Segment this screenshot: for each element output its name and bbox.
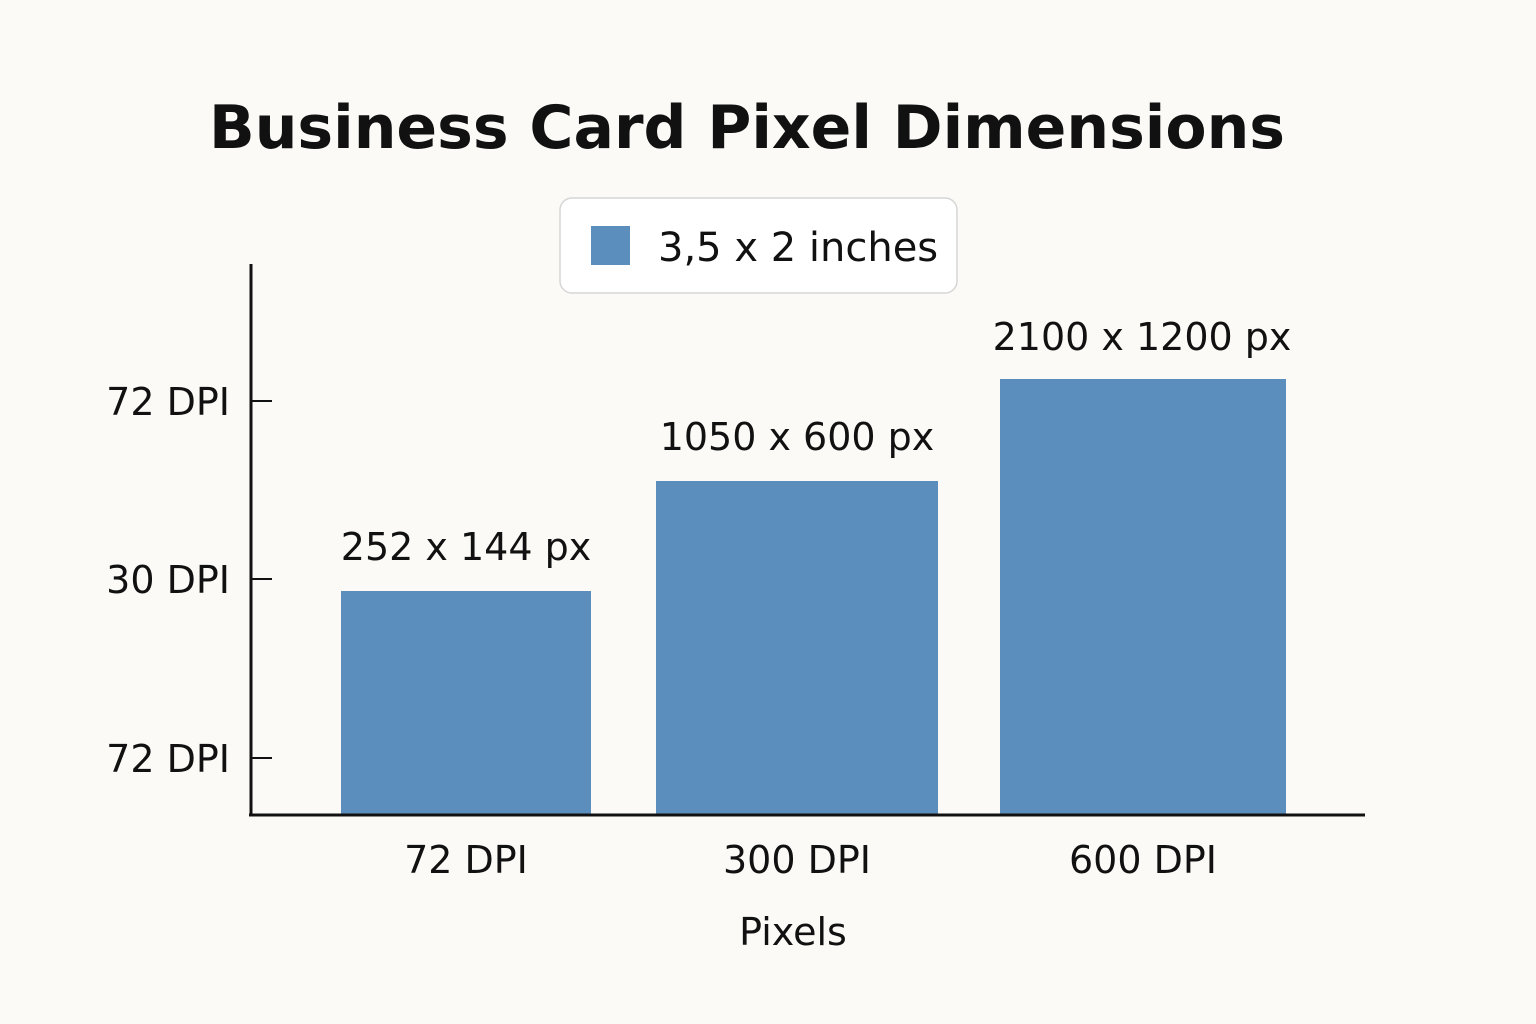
- legend: 3,5 x 2 inches: [559, 197, 958, 294]
- x-axis-label: Pixels: [739, 910, 847, 954]
- bar-2: [656, 481, 938, 814]
- x-tick-label-1: 72 DPI: [404, 838, 528, 882]
- x-tick-label-3: 600 DPI: [1069, 838, 1217, 882]
- bar-1: [341, 591, 591, 814]
- x-ticks: 72 DPI 300 DPI 600 DPI: [404, 838, 1217, 882]
- y-axis: 72 DPI 30 DPI 72 DPI: [106, 264, 272, 816]
- legend-swatch: [591, 226, 630, 265]
- legend-frame: [559, 197, 958, 294]
- legend-label: 3,5 x 2 inches: [658, 225, 938, 271]
- x-tick-label-2: 300 DPI: [723, 838, 871, 882]
- data-label-1: 252 x 144 px: [341, 525, 591, 569]
- y-ticks: 72 DPI 30 DPI 72 DPI: [106, 380, 272, 781]
- y-tick-label-1: 72 DPI: [106, 380, 230, 424]
- data-label-2: 1050 x 600 px: [660, 415, 935, 459]
- y-tick-label-2: 30 DPI: [106, 558, 230, 602]
- data-labels-layer: 252 x 144 px 1050 x 600 px 2100 x 1200 px: [341, 315, 1292, 569]
- bars-layer: [341, 379, 1286, 814]
- bar-3: [1000, 379, 1286, 814]
- x-axis: 72 DPI 300 DPI 600 DPI: [249, 813, 1365, 882]
- data-label-3: 2100 x 1200 px: [993, 315, 1292, 359]
- y-tick-label-3: 72 DPI: [106, 737, 230, 781]
- chart-title: Business Card Pixel Dimensions: [209, 93, 1285, 163]
